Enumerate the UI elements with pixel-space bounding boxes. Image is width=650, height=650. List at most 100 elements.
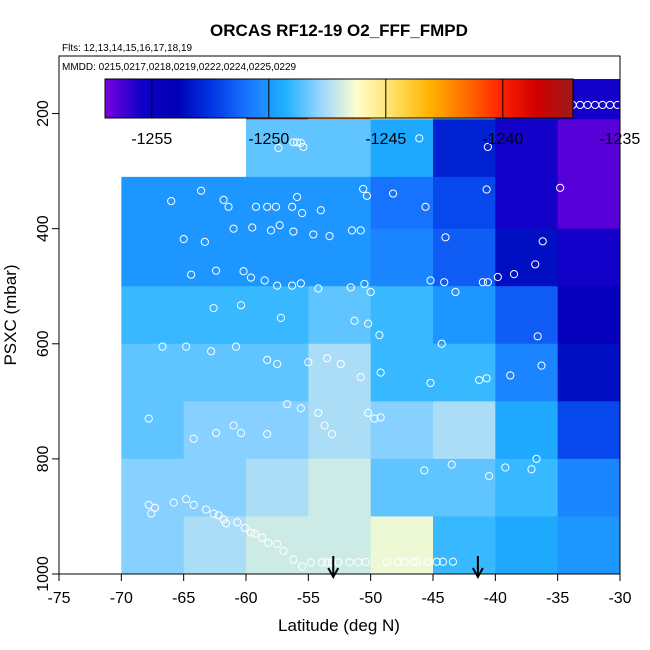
heatmap-cell <box>370 228 434 287</box>
data-point <box>182 342 191 351</box>
x-tick-label: -60 <box>234 590 257 607</box>
heatmap-cell <box>121 516 185 574</box>
data-point <box>236 301 246 310</box>
data-point <box>208 147 217 156</box>
heatmap-cell <box>246 401 309 460</box>
data-point <box>485 472 494 481</box>
data-point <box>483 142 492 152</box>
heatmap-cell <box>121 458 185 517</box>
colorbar-tick-label: -1255 <box>131 131 172 148</box>
data-point <box>279 546 288 556</box>
data-point <box>224 202 233 211</box>
heatmap-cell <box>495 516 559 574</box>
data-point <box>426 276 435 285</box>
data-point <box>288 281 297 290</box>
data-point <box>493 272 502 282</box>
data-point <box>314 284 323 293</box>
data-point <box>229 421 238 430</box>
heatmap-cell <box>370 119 434 178</box>
data-point <box>376 368 385 377</box>
data-point <box>346 283 355 292</box>
data-point <box>393 557 403 567</box>
dates-subtitle: MMDD: 0215,0217,0218,0219,0222,0224,0225… <box>62 62 297 73</box>
data-point <box>266 226 276 235</box>
data-point <box>314 408 323 417</box>
data-point <box>179 234 188 244</box>
data-point <box>482 185 491 194</box>
heatmap-cell <box>183 516 247 574</box>
heatmap-cell <box>557 228 620 287</box>
data-point <box>375 331 384 340</box>
data-point <box>293 138 302 147</box>
data-point <box>158 342 167 351</box>
heatmap-cell <box>433 458 496 517</box>
heatmap-cell <box>183 343 247 402</box>
data-point <box>361 557 370 567</box>
x-tick-label: -70 <box>110 590 133 607</box>
flights-subtitle: Flts: 12,13,14,15,16,17,18,19 <box>62 43 193 54</box>
heatmap-cell <box>246 458 309 517</box>
data-point <box>360 279 369 289</box>
data-point <box>613 100 620 110</box>
data-point <box>263 430 272 439</box>
heatmap-cell <box>308 176 372 230</box>
heatmap-cell <box>308 343 372 402</box>
data-point <box>298 209 307 218</box>
heatmap-cell <box>121 401 185 460</box>
heatmap-cell <box>495 343 559 402</box>
heatmap-cell <box>557 401 620 460</box>
data-point <box>322 354 332 363</box>
data-point <box>532 454 541 463</box>
heatmap-cell <box>370 458 434 517</box>
data-point <box>283 400 292 409</box>
colorbar-tick-label: -1240 <box>482 131 523 148</box>
heatmap-cell <box>121 343 185 402</box>
heatmap-cell <box>370 286 434 345</box>
data-point <box>306 558 315 567</box>
heatmap-cell <box>308 401 372 460</box>
heatmap-cell <box>495 228 559 287</box>
data-point <box>420 466 429 475</box>
heatmap-cell <box>370 516 434 574</box>
data-point <box>209 509 218 518</box>
data-point <box>229 224 238 233</box>
y-tick-label: 800 <box>35 445 52 472</box>
data-point <box>206 347 216 356</box>
data-point <box>250 529 259 538</box>
arrow-head <box>327 567 340 580</box>
data-point <box>347 226 357 235</box>
heatmap-cell <box>433 343 496 402</box>
heatmap-cell <box>433 119 496 178</box>
data-point <box>233 518 242 527</box>
data-point <box>475 375 484 385</box>
data-point <box>289 227 298 236</box>
heatmap-cell <box>183 458 247 517</box>
data-point <box>219 133 228 142</box>
y-tick-label: 1000 <box>35 556 52 592</box>
data-point <box>296 404 305 413</box>
data-point <box>325 232 334 241</box>
x-axis: -75 -70 -65 -60 -55 -50 -45 -40 -35 -30 <box>47 574 632 607</box>
data-point <box>509 270 519 279</box>
heatmap-cell <box>246 343 309 402</box>
data-points <box>144 97 620 571</box>
colorbar-ticks: -1255 -1250 -1245 -1240 -1235 <box>131 79 640 148</box>
heatmap-cell <box>308 458 372 517</box>
data-point <box>214 139 223 149</box>
data-point <box>350 316 359 325</box>
arrow-markers <box>327 556 484 580</box>
y-axis-label: PSXC (mbar) <box>1 264 20 365</box>
heatmap-cell <box>433 228 496 287</box>
data-point <box>211 428 221 438</box>
data-point <box>362 191 372 200</box>
data-point <box>274 143 283 153</box>
colorbar-tick-label: -1245 <box>365 131 406 148</box>
heatmap-cell <box>557 516 620 574</box>
data-point <box>258 533 267 542</box>
data-point <box>316 206 325 215</box>
data-point <box>147 509 156 518</box>
data-point <box>478 278 487 287</box>
data-point <box>447 460 456 469</box>
data-point <box>299 142 308 152</box>
